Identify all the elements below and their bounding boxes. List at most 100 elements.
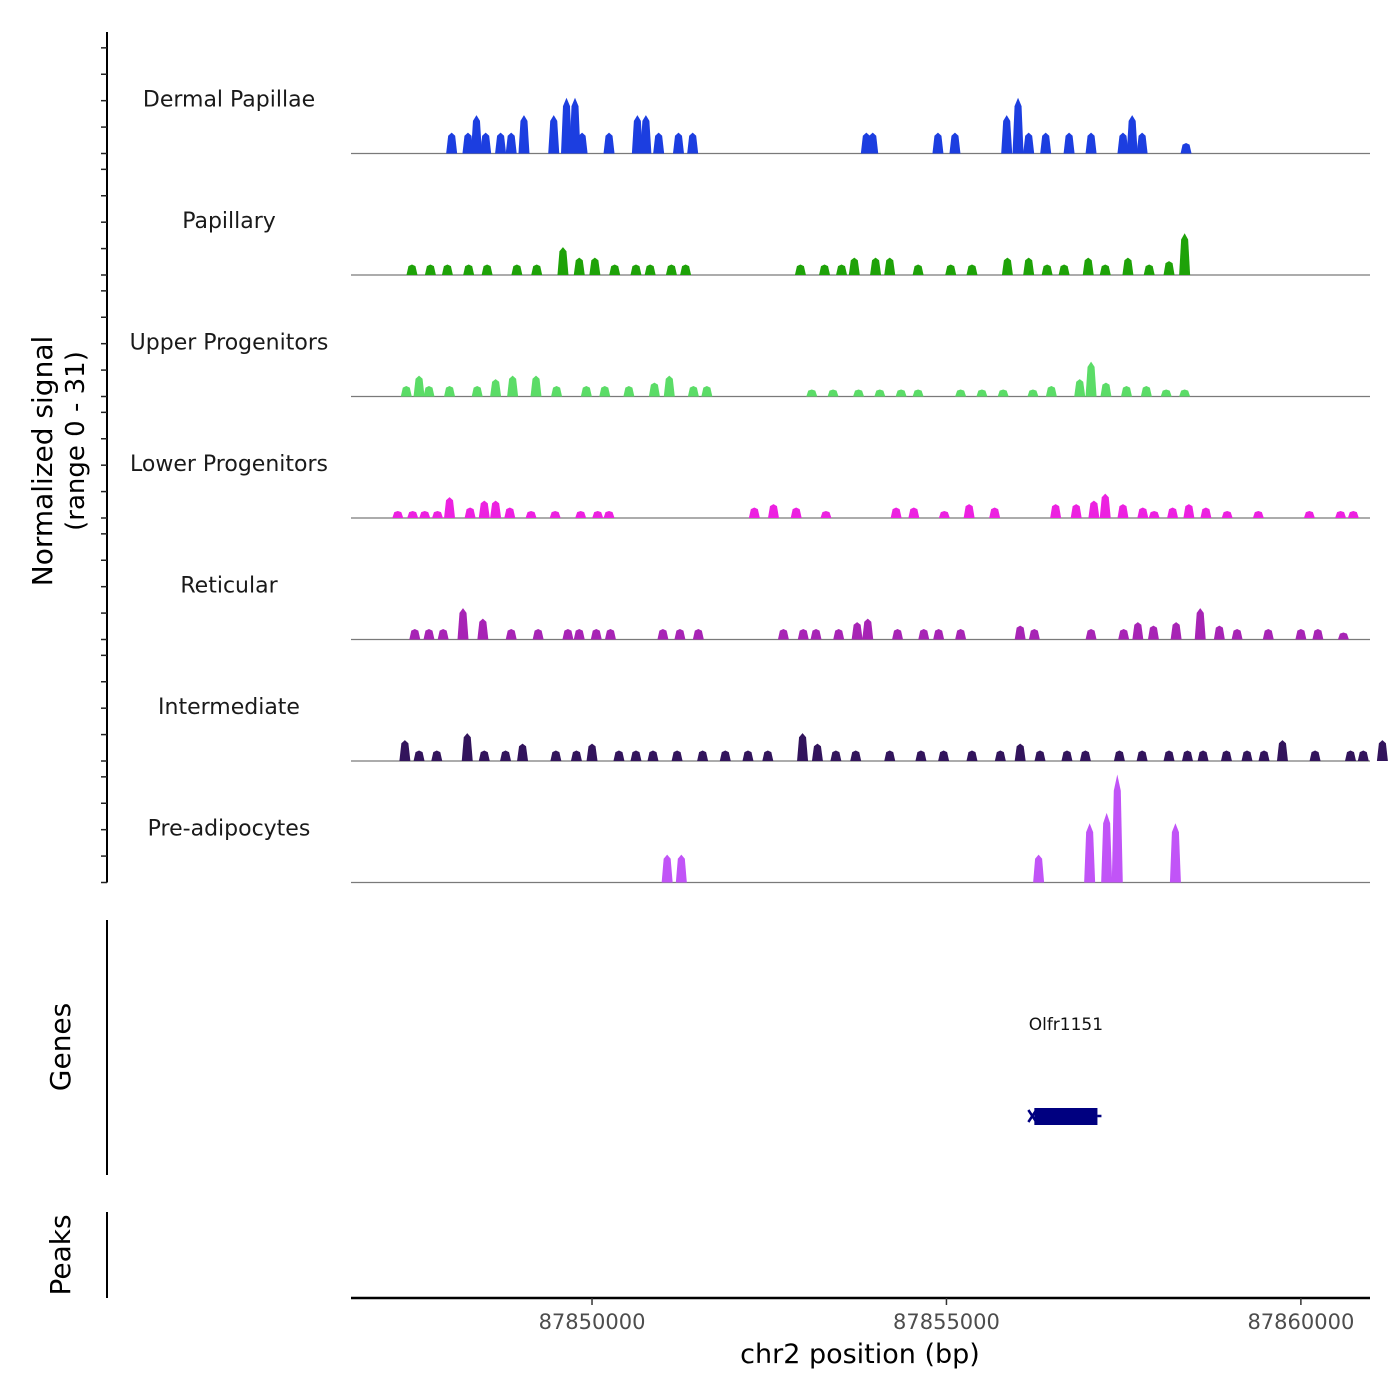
signal-peak [589, 257, 601, 275]
signal-peak [1050, 504, 1062, 518]
signal-peak [463, 264, 475, 275]
signal-peak [1181, 750, 1193, 761]
signal-peak [478, 500, 490, 518]
signal-peak [461, 733, 473, 761]
signal-peak [518, 115, 530, 154]
signal-peak [1099, 493, 1111, 518]
signal-peak [1163, 261, 1175, 275]
genes-panel: Genes Olfr1151 [44, 920, 1103, 1175]
signal-peak [1357, 750, 1369, 761]
gene-models: Olfr1151 [1027, 1015, 1103, 1125]
signal-peak [532, 629, 544, 640]
signal-peak [1169, 823, 1181, 883]
track-label: Papillary [182, 209, 276, 234]
signal-peak [603, 511, 615, 518]
signal-peak [687, 132, 699, 154]
signal-peak [457, 608, 469, 640]
track-intermediate: Intermediate [158, 695, 1388, 762]
signal-peak [719, 750, 731, 761]
coverage-tracks: Dermal Papillae Papillary Upper Progenitor… [130, 88, 1388, 884]
signal-peak [413, 375, 425, 397]
signal-peak [790, 507, 802, 518]
signal-peak [908, 507, 920, 518]
signal-peak [819, 264, 831, 275]
signal-peak [444, 497, 456, 518]
signal-peak [671, 750, 683, 761]
signal-peak [531, 264, 543, 275]
signal-peak [833, 629, 845, 640]
signal-peak [423, 629, 435, 640]
signal-peak [631, 115, 643, 154]
track-label: Upper Progenitors [130, 331, 329, 356]
signal-peak [1194, 608, 1206, 640]
signal-peak [862, 618, 874, 640]
track-label: Pre-adipocytes [148, 817, 311, 842]
signal-peak [444, 386, 456, 397]
signal-peak [505, 132, 517, 154]
gene-strand-mark [1027, 1109, 1038, 1123]
signal-peak [413, 750, 425, 761]
signal-peak [1061, 750, 1073, 761]
signal-peak [1376, 740, 1388, 761]
signal-peak [680, 264, 692, 275]
signal-peak [674, 629, 686, 640]
signal-peak [653, 132, 665, 154]
signal-peak [609, 264, 621, 275]
signal-peak [446, 132, 458, 154]
signal-peak [1221, 511, 1233, 518]
signal-peak [1140, 386, 1152, 397]
signal-peak [1040, 132, 1052, 154]
signal-peak [966, 750, 978, 761]
signal-peak [1118, 629, 1130, 640]
signal-peak [1143, 264, 1155, 275]
signal-peak [1111, 774, 1123, 883]
signal-peak [884, 257, 896, 275]
signal-peak [441, 264, 453, 275]
track-lower-progenitors: Lower Progenitors [130, 452, 1370, 519]
signal-peak [976, 389, 988, 397]
signal-peak [511, 264, 523, 275]
signal-peak [1170, 622, 1182, 640]
signal-peak [575, 511, 587, 518]
signal-peak [550, 750, 562, 761]
signal-peak [640, 115, 652, 154]
signal-peak [675, 854, 687, 883]
signal-peak [1200, 507, 1212, 518]
signal-peak [1033, 854, 1045, 883]
signal-peak [603, 132, 615, 154]
signal-peak [599, 386, 611, 397]
x-tick-label: 87855000 [893, 1310, 1000, 1334]
signal-peak [1241, 750, 1253, 761]
signal-peak [604, 629, 616, 640]
signal-peak [1262, 629, 1274, 640]
signal-peak [661, 854, 673, 883]
signal-peak [1252, 511, 1264, 518]
signal-peak [806, 389, 818, 397]
signal-peak [573, 629, 585, 640]
signal-peak [500, 750, 512, 761]
signal-peak [562, 629, 574, 640]
signal-peak [1012, 97, 1024, 154]
signal-peak [963, 504, 975, 518]
signal-peak [570, 750, 582, 761]
signal-peak [836, 264, 848, 275]
signal-peak [576, 132, 588, 154]
x-axis-ticks: 87850000 87855000 87860000 [539, 1298, 1354, 1334]
signal-peak [1167, 507, 1179, 518]
signal-peak [551, 386, 563, 397]
signal-peak [1001, 115, 1013, 154]
track-label: Dermal Papillae [143, 88, 315, 113]
signal-peak [663, 375, 675, 397]
signal-peak [1088, 500, 1100, 518]
signal-peak [742, 750, 754, 761]
signal-peak [1113, 750, 1125, 761]
signal-peak [1100, 382, 1112, 397]
signal-peak [1001, 257, 1013, 275]
signal-peak [1295, 629, 1307, 640]
signal-peak [1183, 504, 1195, 518]
signal-peak [1126, 115, 1138, 154]
signal-peak [419, 511, 431, 518]
signal-peak [423, 386, 435, 397]
signal-peak [560, 97, 572, 154]
signal-peak [1117, 132, 1129, 154]
